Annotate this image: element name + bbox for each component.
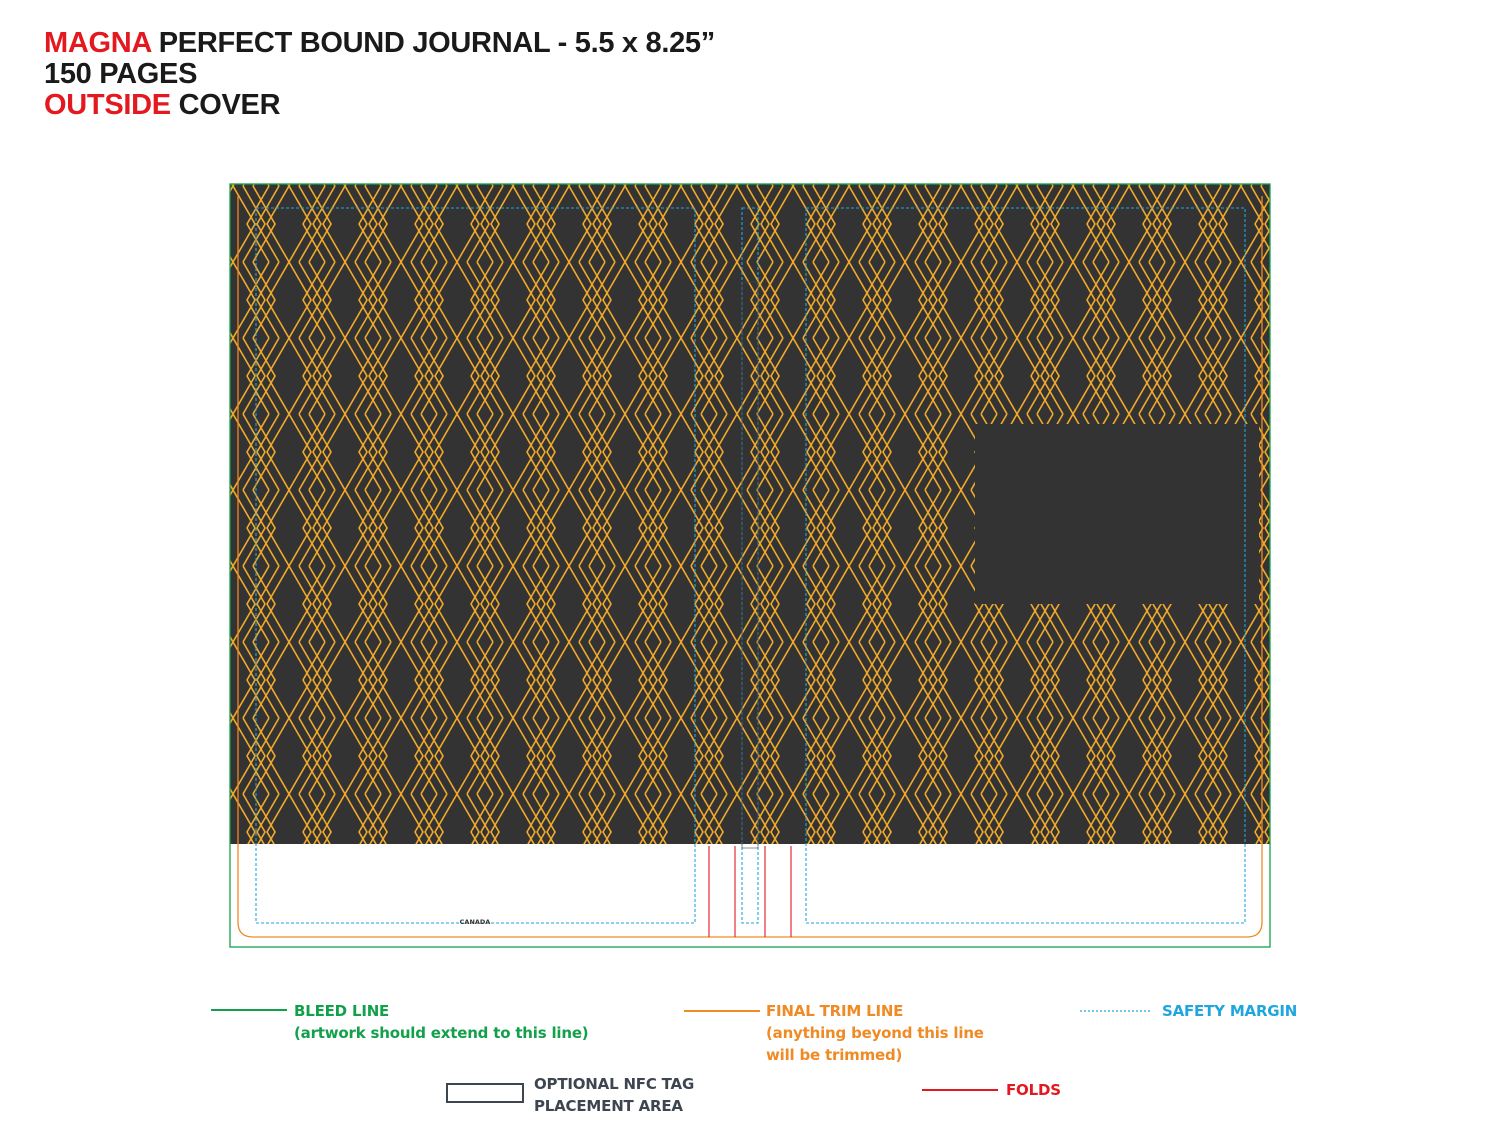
bleed-line [229,183,1271,948]
nfc-placement-area [741,281,759,849]
final-trim-line [237,196,1263,938]
safety-margins [255,207,1246,924]
canada-imprint: CANADA [460,918,491,926]
fold-lines [708,846,792,937]
page-count: 150 PAGES [44,58,198,90]
cover-side-emphasis: OUTSIDE [44,89,171,121]
trim-legend-label: FINAL TRIM LINE (anything beyond this li… [766,1002,984,1064]
cover-side-rest: COVER [178,89,281,121]
label-panel [975,424,1259,604]
front-cover-safety-margin [805,207,1246,924]
title-block: MAGNA PERFECT BOUND JOURNAL - 5.5 x 8.25… [44,28,715,121]
nfc-legend-label: OPTIONAL NFC TAG PLACEMENT AREA [534,1075,695,1115]
safety-legend-label: SAFETY MARGIN [1162,1002,1298,1020]
nfc-legend-swatch [446,1083,524,1103]
spine-safety-margin [741,207,759,924]
cover-side: OUTSIDE COVER [44,90,715,121]
bleed-legend-label: BLEED LINE (artwork should extend to thi… [294,1002,589,1042]
product-title: MAGNA PERFECT BOUND JOURNAL - 5.5 x 8.25… [44,28,715,59]
back-cover-safety-margin [255,207,696,924]
product-name: PERFECT BOUND JOURNAL - 5.5 x 8.25” [158,27,716,59]
folds-legend-label: FOLDS [1006,1081,1061,1099]
brand-name: MAGNA [44,27,151,59]
